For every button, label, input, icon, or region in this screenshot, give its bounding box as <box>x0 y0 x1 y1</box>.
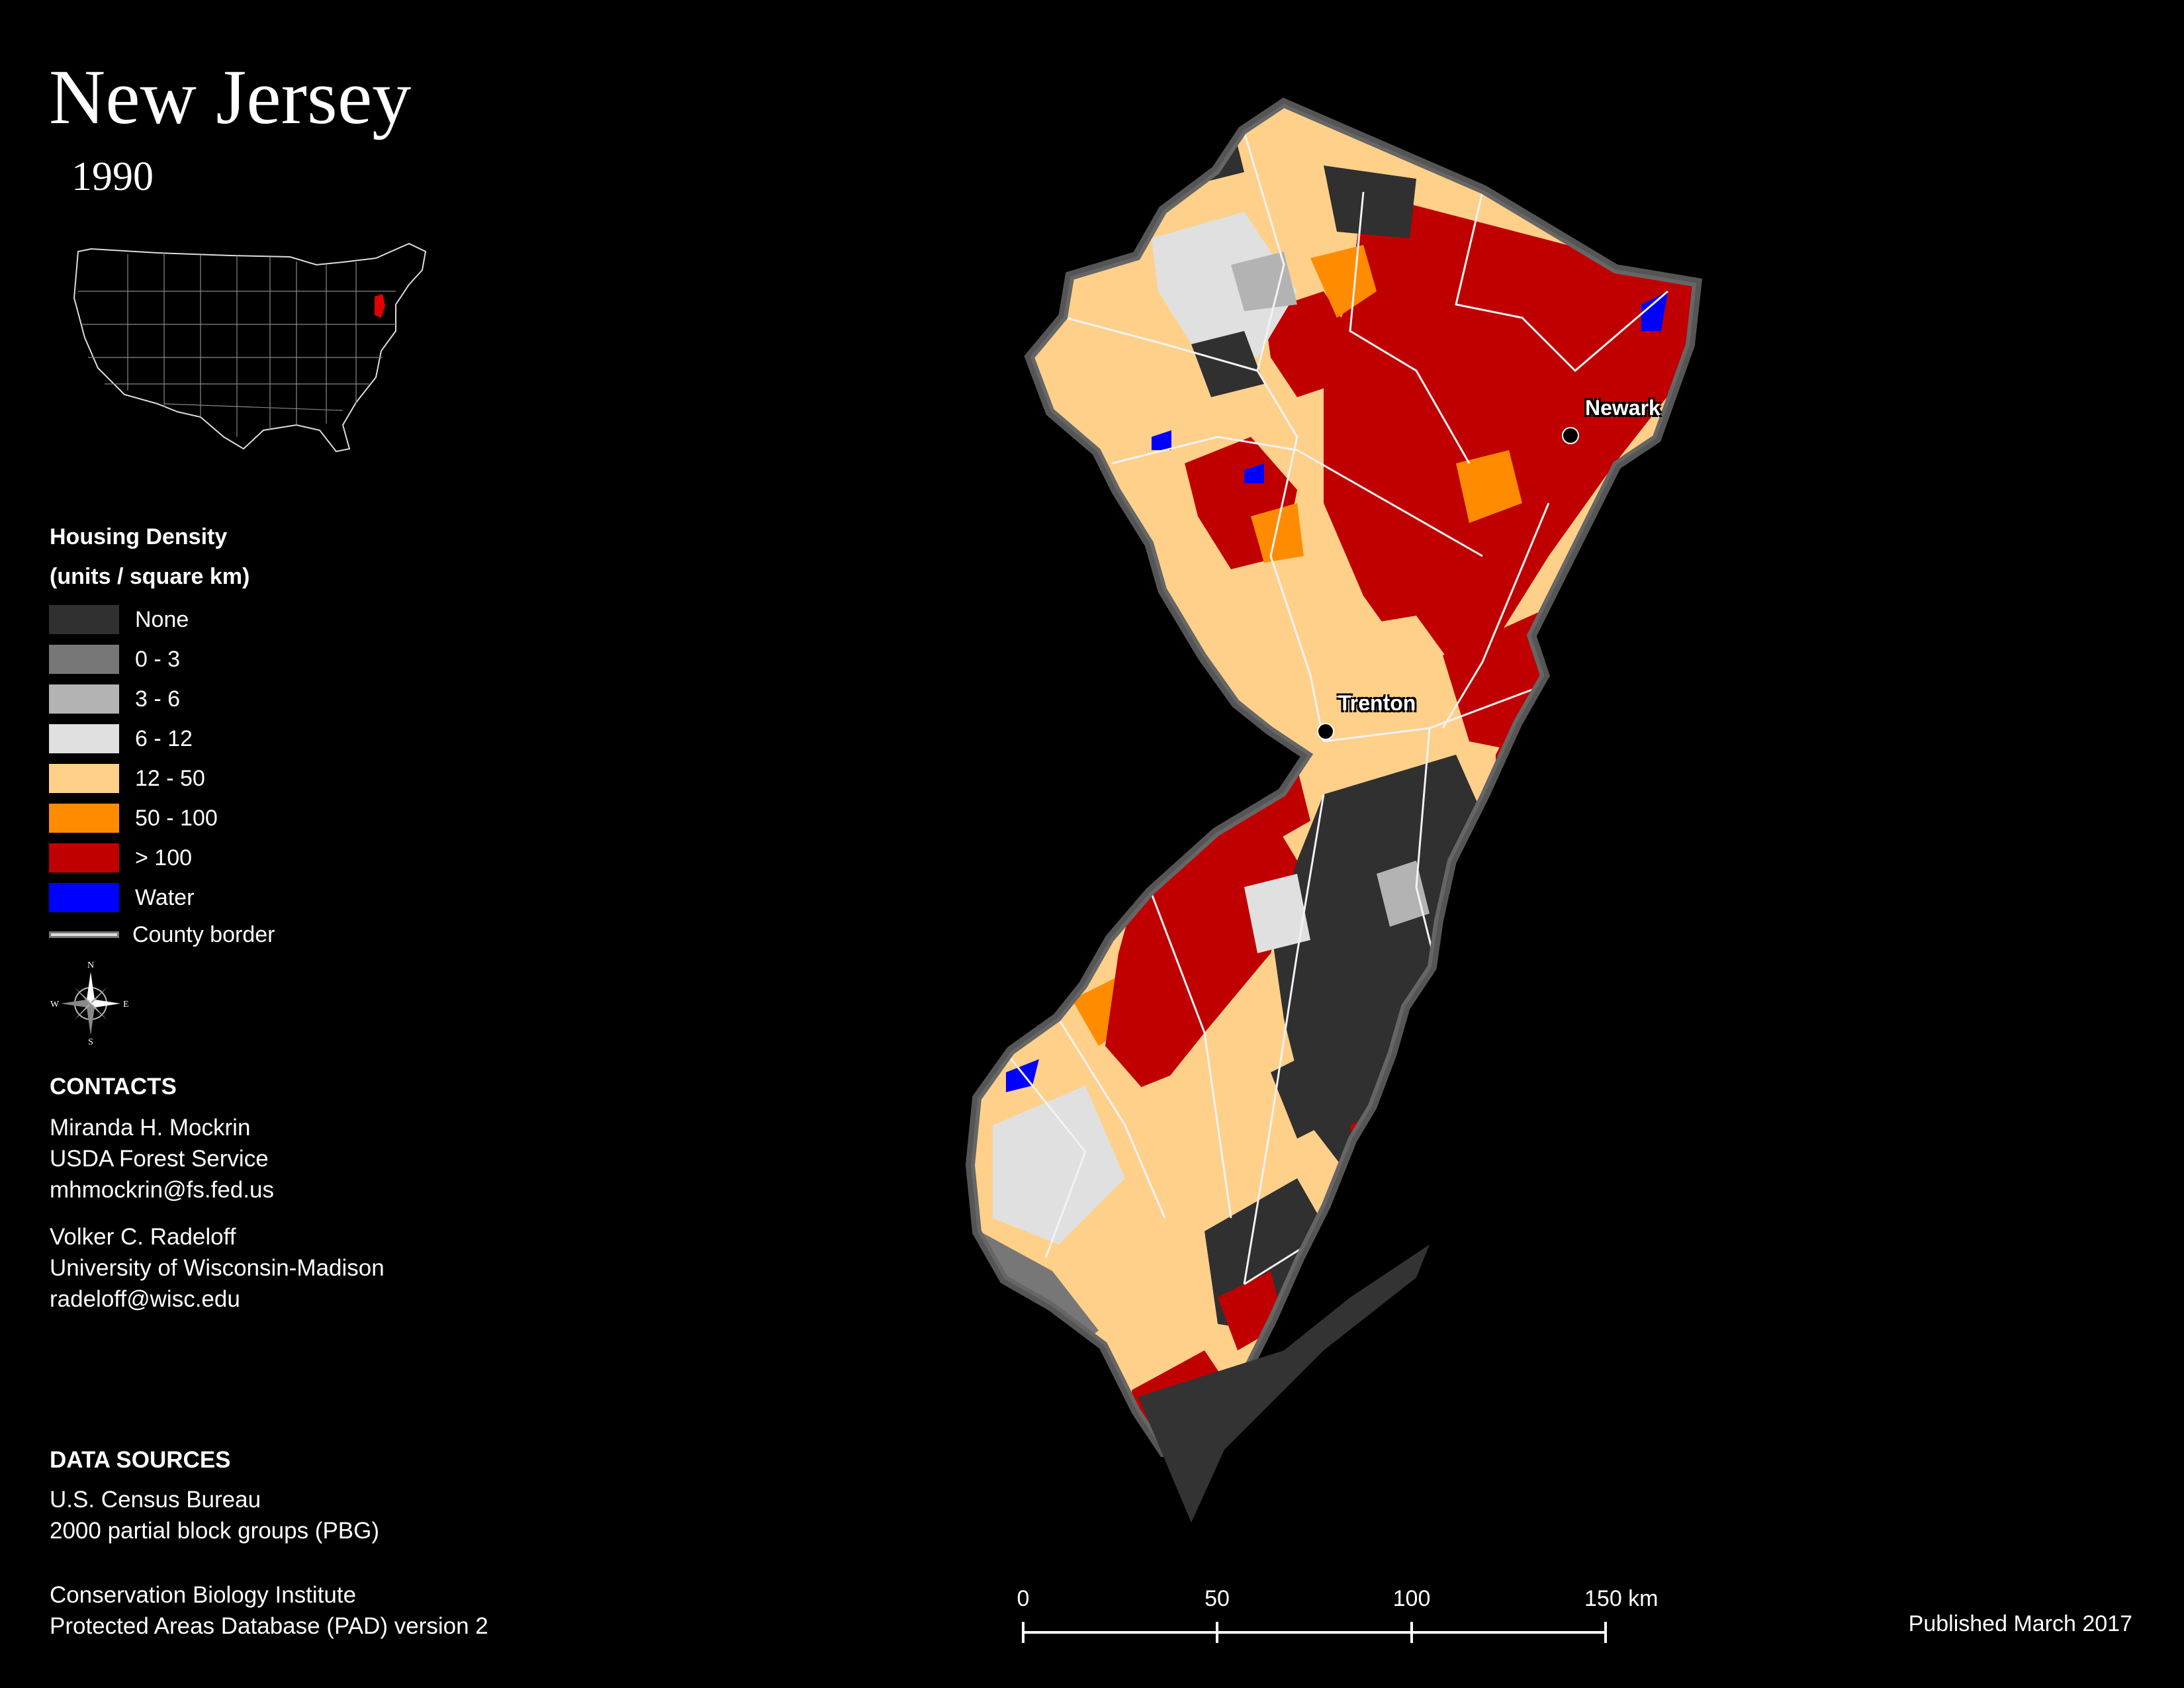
new-jersey-map <box>953 93 1714 1523</box>
map-title: New Jersey <box>49 54 412 140</box>
compass-n: N <box>87 961 94 970</box>
data-sources-heading: DATA SOURCES <box>50 1447 231 1473</box>
contact-1-name: Miranda H. Mockrin <box>50 1115 251 1141</box>
legend-title: Housing Density (units / square km) <box>50 518 250 596</box>
legend-label: County border <box>132 921 275 947</box>
legend-item: 0 - 3 <box>49 643 180 675</box>
scale-bar: 0 50 100 150 km <box>1017 1586 1659 1643</box>
legend-item: Water <box>49 882 194 914</box>
legend-swatch <box>49 645 119 674</box>
legend-swatch <box>49 684 119 714</box>
contact-1-org: USDA Forest Service <box>50 1146 269 1172</box>
legend-label: 50 - 100 <box>135 805 218 831</box>
trenton-point <box>1317 723 1334 740</box>
contact-1-email: mhmockrin@fs.fed.us <box>50 1177 274 1203</box>
us-locator-map <box>73 242 427 453</box>
legend-swatch <box>49 804 119 833</box>
scale-tick-0: 0 <box>1017 1586 1030 1611</box>
compass-s: S <box>88 1037 93 1045</box>
published-date: Published March 2017 <box>1908 1611 2132 1636</box>
legend-label: 6 - 12 <box>135 726 193 751</box>
legend-swatch <box>49 724 119 753</box>
data-source-2: Conservation Biology Institute Protected… <box>50 1579 488 1642</box>
contact-2-org: University of Wisconsin-Madison <box>50 1255 385 1281</box>
legend-label: None <box>135 606 189 632</box>
legend-item: > 100 <box>49 842 192 874</box>
legend-swatch <box>49 605 119 634</box>
contact-2: Volker C. Radeloff University of Wiscons… <box>50 1221 385 1315</box>
contacts-heading: CONTACTS <box>50 1074 177 1100</box>
data-source-2-line1: Conservation Biology Institute <box>50 1582 357 1608</box>
data-source-1-line1: U.S. Census Bureau <box>50 1487 261 1513</box>
scale-tick-100: 100 <box>1393 1586 1431 1611</box>
legend-item-county-border: County border <box>49 919 275 951</box>
state-borders <box>78 253 396 437</box>
newark-point <box>1562 427 1579 444</box>
legend-item: None <box>49 604 189 635</box>
legend-item: 3 - 6 <box>49 683 180 715</box>
legend-label: 12 - 50 <box>135 765 205 791</box>
us-outline <box>73 242 427 453</box>
legend-label: > 100 <box>135 845 193 870</box>
offshore-area <box>1138 1244 1430 1523</box>
map-year: 1990 <box>71 154 154 199</box>
legend-item: 12 - 50 <box>49 763 205 794</box>
legend-swatch <box>49 883 119 912</box>
compass-w: W <box>50 1000 60 1009</box>
data-source-2-line2: Protected Areas Database (PAD) version 2 <box>50 1613 488 1639</box>
city-label-newark: Newark <box>1585 396 1661 420</box>
contact-1: Miranda H. Mockrin USDA Forest Service m… <box>50 1112 274 1205</box>
city-label-trenton: Trenton <box>1338 691 1416 715</box>
legend-title-line1: Housing Density <box>50 524 228 549</box>
scale-tick-150: 150 km <box>1584 1586 1659 1611</box>
data-source-1-line2: 2000 partial block groups (PBG) <box>50 1518 380 1544</box>
legend-swatch <box>49 843 119 872</box>
contact-2-name: Volker C. Radeloff <box>50 1224 236 1250</box>
legend-label: 3 - 6 <box>135 686 181 712</box>
legend-item: 6 - 12 <box>49 723 193 755</box>
compass-rose-icon: N S W E <box>50 961 129 1045</box>
new-jersey-highlight <box>375 294 385 318</box>
county-border-swatch <box>49 931 119 938</box>
legend-item: 50 - 100 <box>49 802 218 834</box>
legend-label: Water <box>135 884 195 910</box>
compass-e: E <box>123 1000 129 1009</box>
contact-2-email: radeloff@wisc.edu <box>50 1286 240 1312</box>
data-source-1: U.S. Census Bureau 2000 partial block gr… <box>50 1484 379 1546</box>
scale-tick-50: 50 <box>1205 1586 1230 1611</box>
legend-label: 0 - 3 <box>135 646 181 672</box>
legend-swatch <box>49 764 119 793</box>
legend-title-line2: (units / square km) <box>50 563 250 589</box>
